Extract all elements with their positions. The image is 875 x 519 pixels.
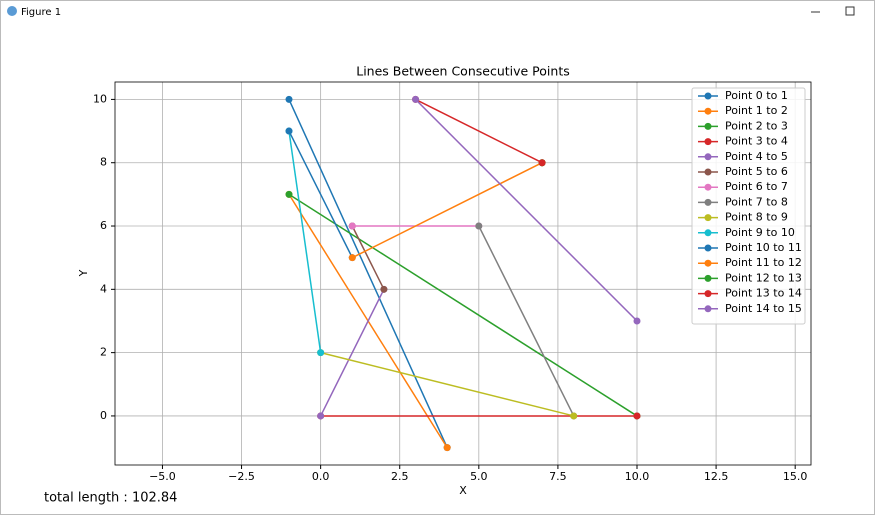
legend-marker [704, 305, 712, 313]
maximize-button[interactable] [845, 6, 855, 16]
point-marker [380, 285, 388, 293]
point-marker [317, 349, 325, 357]
x-tick-label: −5.0 [149, 470, 176, 483]
legend-box [691, 87, 806, 325]
legend-marker [704, 153, 712, 161]
y-tick-label: 6 [100, 219, 107, 232]
series-line [288, 193, 638, 417]
legend-label: Point 7 to 8 [725, 195, 788, 208]
y-axis-label: Y [77, 269, 90, 277]
plot-frame [114, 81, 812, 466]
legend-label: Point 5 to 6 [725, 165, 788, 178]
point-marker [285, 95, 293, 103]
legend-marker [704, 168, 712, 176]
point-marker [285, 190, 293, 198]
point-marker [285, 127, 293, 135]
legend-marker [704, 183, 712, 191]
x-tick-label: 15.0 [783, 470, 808, 483]
series-line [288, 130, 322, 353]
legend-marker [704, 138, 712, 146]
y-tick-label: 10 [93, 92, 107, 105]
y-tick-label: 4 [100, 282, 107, 295]
series-line [351, 225, 385, 290]
point-marker [475, 222, 483, 230]
x-tick-label: 10.0 [625, 470, 650, 483]
x-tick-label: −2.5 [228, 470, 255, 483]
x-tick-label: 0.0 [312, 470, 330, 483]
point-marker [570, 412, 578, 420]
point-marker [443, 444, 451, 452]
y-tick-label: 2 [100, 346, 107, 359]
legend-label: Point 13 to 14 [725, 287, 802, 300]
x-tick-label: 12.5 [704, 470, 729, 483]
legend: Point 0 to 1 Point 1 to 2 Point 2 to 3 Poin… [691, 87, 806, 325]
legend-label: Point 4 to 5 [725, 150, 788, 163]
series-line [351, 162, 543, 259]
point-marker [348, 222, 356, 230]
series-line [288, 99, 448, 448]
legend-label: Point 8 to 9 [725, 211, 788, 224]
total-length: total length : 102.84 [44, 491, 177, 506]
chart-title: Lines Between Consecutive Points [356, 64, 569, 79]
legend-marker [704, 214, 712, 222]
title-bar: Figure 1 [7, 6, 855, 18]
legend-label: Point 9 to 10 [725, 226, 795, 239]
x-tick-label: 2.5 [391, 470, 409, 483]
legend-marker [704, 229, 712, 237]
legend-marker [704, 259, 712, 267]
series-line [478, 225, 575, 417]
legend-marker [704, 107, 712, 115]
x-tick-label: 7.5 [549, 470, 567, 483]
app-icon [7, 6, 17, 16]
series-line [415, 98, 638, 322]
series-line [288, 130, 353, 259]
legend-label: Point 1 to 2 [725, 104, 788, 117]
y-tick-label: 8 [100, 156, 107, 169]
point-marker [633, 317, 641, 325]
legend-marker [704, 198, 712, 206]
legend-marker [704, 92, 712, 100]
series-line [320, 351, 574, 417]
legend-marker [704, 244, 712, 252]
point-marker [412, 95, 420, 103]
point-marker [538, 159, 546, 167]
point-marker [317, 412, 325, 420]
window-title: Figure 1 [21, 7, 61, 18]
y-tick-label: 0 [100, 409, 107, 422]
legend-marker [704, 122, 712, 130]
legend-label: Point 12 to 13 [725, 271, 802, 284]
legend-label: Point 11 to 12 [725, 256, 802, 269]
plot: −5.0 −2.5 0.0 2.5 5.0 7.5 10.0 12.5 15.0 0 2 4 6 8 10 P… [93, 81, 812, 483]
point-marker [348, 254, 356, 262]
series-line [415, 98, 543, 164]
point-marker [633, 412, 641, 420]
x-axis-label: X [459, 484, 467, 497]
legend-marker [704, 274, 712, 282]
legend-label: Point 3 to 4 [725, 135, 788, 148]
x-tick-label: 5.0 [470, 470, 488, 483]
series-line [319, 288, 385, 417]
legend-label: Point 10 to 11 [725, 241, 802, 254]
legend-label: Point 6 to 7 [725, 180, 788, 193]
legend-label: Point 0 to 1 [725, 89, 788, 102]
legend-label: Point 2 to 3 [725, 119, 788, 132]
legend-label: Point 14 to 15 [725, 302, 802, 315]
legend-marker [704, 290, 712, 298]
